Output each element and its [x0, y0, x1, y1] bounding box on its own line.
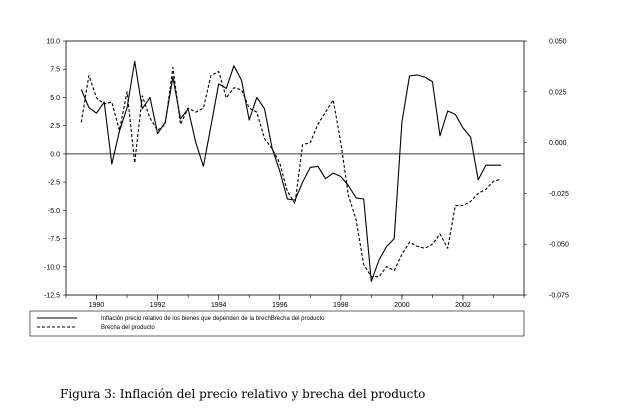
left-tick-label: -2.5: [48, 180, 60, 187]
figure-caption: Figura 3: Inflación del precio relativo …: [60, 387, 426, 401]
series-layer: [80, 60, 502, 283]
right-tick-label: 0.025: [549, 89, 567, 96]
series-line-brecha: [80, 66, 502, 278]
left-axis-ticks: 10.0 7.5 5.0 2.5 0.0 -2.5 -5.0 -7.5 -10.0 -12.5: [44, 39, 66, 300]
left-tick-label: 5.0: [50, 95, 60, 102]
right-tick-label: -0.025: [549, 191, 569, 198]
x-tick-label: 2002: [455, 302, 471, 309]
legend-label-inflacion: Inflación precio relativo de los bienes …: [101, 316, 325, 322]
x-tick-label: 1990: [89, 302, 105, 309]
left-tick-label: 2.5: [50, 123, 60, 130]
left-tick-label: 0.0: [50, 151, 60, 158]
legend-label-brecha: Brecha del producto: [101, 325, 155, 331]
x-tick-label: 2000: [394, 302, 410, 309]
series-line-inflacion: [80, 60, 502, 283]
left-tick-label: 10.0: [46, 39, 60, 46]
right-axis-ticks: 0.050 0.025 0.000 -0.025 -0.050 -0.075: [524, 39, 569, 300]
left-tick-label: -12.5: [44, 293, 60, 300]
legend: Inflación precio relativo de los bienes …: [29, 310, 525, 337]
left-tick-label: -7.5: [48, 236, 60, 243]
right-tick-label: 0.000: [549, 140, 567, 147]
right-tick-label: -0.050: [549, 242, 569, 249]
x-tick-label: 1998: [333, 302, 349, 309]
right-tick-label: 0.050: [549, 39, 567, 46]
plot-frame: [65, 40, 525, 296]
legend-box: [29, 310, 525, 337]
left-tick-label: -10.0: [44, 264, 60, 271]
left-tick-label: -5.0: [48, 208, 60, 215]
x-tick-label: 1992: [150, 302, 166, 309]
right-tick-label: -0.075: [549, 293, 569, 300]
x-axis-ticks: 1990 1992 1994 1996 1998 2000 2002: [65, 295, 525, 309]
left-tick-label: 7.5: [50, 67, 60, 74]
x-tick-label: 1994: [211, 302, 227, 309]
x-tick-label: 1996: [272, 302, 288, 309]
